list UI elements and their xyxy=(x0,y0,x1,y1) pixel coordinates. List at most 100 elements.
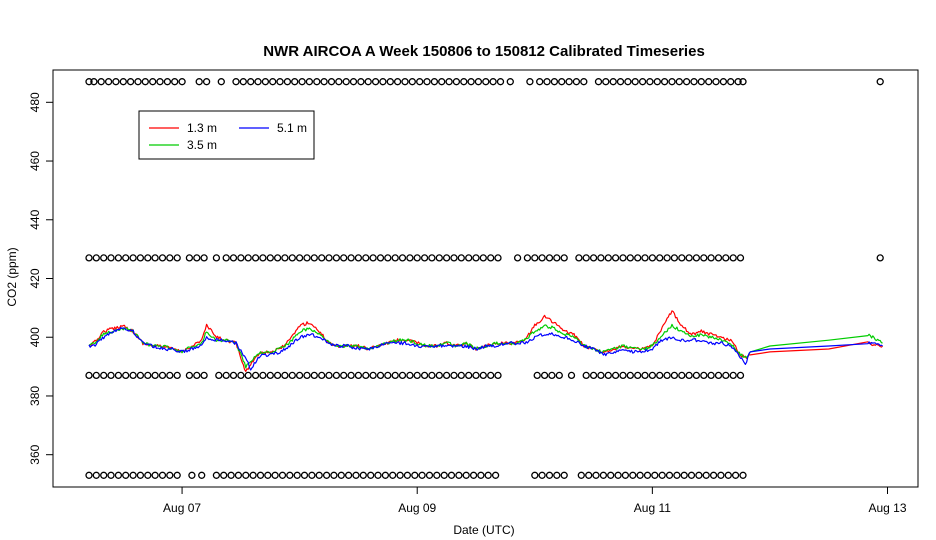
calibration-point xyxy=(634,254,642,262)
calibration-point xyxy=(629,471,637,479)
calibration-point xyxy=(585,471,593,479)
calibration-point xyxy=(171,78,179,86)
calibration-point xyxy=(158,254,167,262)
calibration-point xyxy=(92,254,100,262)
calibration-point xyxy=(641,254,649,262)
calibration-point xyxy=(249,471,257,479)
calibration-point xyxy=(474,78,483,86)
calibration-point xyxy=(411,471,419,479)
y-tick-label: 420 xyxy=(28,268,42,288)
plot-area xyxy=(52,69,919,488)
calibration-point xyxy=(325,254,333,262)
calibration-point xyxy=(558,78,566,86)
calibration-point xyxy=(320,78,328,86)
calibration-point xyxy=(144,471,152,479)
calibration-point xyxy=(178,78,186,86)
calibration-point xyxy=(340,371,348,380)
calibration-point xyxy=(332,254,341,262)
calibration-point xyxy=(259,371,267,380)
x-tick-label: Aug 11 xyxy=(634,501,671,515)
calibration-point xyxy=(631,78,639,86)
calibration-point xyxy=(709,471,718,479)
calibration-point xyxy=(144,254,152,262)
calibration-point xyxy=(523,254,532,262)
calibration-point xyxy=(300,471,309,479)
calibration-point xyxy=(347,254,355,262)
calibration-point xyxy=(626,254,634,262)
calibration-point xyxy=(401,78,409,86)
calibration-point xyxy=(680,471,688,479)
calibration-point xyxy=(352,471,360,479)
calibration-point xyxy=(222,371,230,380)
calibration-point xyxy=(413,371,421,380)
calibration-point xyxy=(136,371,145,380)
calibration-point xyxy=(646,78,654,86)
calibration-point xyxy=(136,471,145,479)
calibration-point xyxy=(724,471,732,479)
calibration-point xyxy=(423,78,431,86)
calibration-point xyxy=(251,371,260,380)
calibration-point xyxy=(665,471,674,479)
calibration-point xyxy=(736,371,745,380)
calibration-point xyxy=(107,254,115,262)
x-tick-label: Aug 13 xyxy=(868,501,906,515)
y-tick-label: 360 xyxy=(28,444,42,464)
calibration-point xyxy=(597,371,605,380)
calibration-point xyxy=(259,254,267,262)
calibration-point xyxy=(85,371,93,380)
calibration-point xyxy=(707,254,715,262)
calibration-point xyxy=(369,371,377,380)
calibration-point xyxy=(687,471,696,479)
calibration-point xyxy=(330,471,338,479)
legend-label: 3.5 m xyxy=(187,138,217,152)
calibration-point xyxy=(418,471,426,479)
calibration-point xyxy=(281,371,289,380)
calibration-point xyxy=(114,254,123,262)
calibration-point xyxy=(450,254,458,262)
calibration-point xyxy=(589,254,598,262)
calibration-point xyxy=(739,471,747,479)
calibration-point xyxy=(318,254,326,262)
calibration-point xyxy=(636,471,644,479)
calibration-point xyxy=(705,78,713,86)
calibration-point xyxy=(692,371,701,380)
calibration-point xyxy=(198,471,206,479)
calibration-point xyxy=(594,78,603,86)
calibration-point xyxy=(430,78,439,86)
calibration-point xyxy=(298,78,306,86)
calibration-point xyxy=(166,471,174,479)
calibration-point xyxy=(215,371,223,380)
calibration-point xyxy=(129,371,137,380)
calibration-point xyxy=(673,471,681,479)
calibration-point xyxy=(85,471,93,479)
calibration-point xyxy=(406,254,414,262)
calibration-point xyxy=(469,471,478,479)
calibration-point xyxy=(656,371,664,380)
calibration-point xyxy=(200,371,208,380)
calibration-point xyxy=(406,371,414,380)
calibration-point xyxy=(682,78,691,86)
calibration-point xyxy=(371,78,380,86)
calibration-point xyxy=(229,371,238,380)
calibration-point xyxy=(876,78,884,86)
calibration-point xyxy=(107,471,115,479)
calibration-point xyxy=(651,471,659,479)
calibration-point xyxy=(719,78,728,86)
calibration-point xyxy=(222,254,230,262)
calibration-point xyxy=(362,371,370,380)
calibration-point xyxy=(92,471,100,479)
calibration-point xyxy=(100,254,108,262)
calibration-point xyxy=(129,254,137,262)
calibration-point xyxy=(484,471,492,479)
calibration-point xyxy=(247,78,255,86)
calibration-point xyxy=(112,78,120,86)
calibration-point xyxy=(447,471,456,479)
calibration-point xyxy=(295,254,304,262)
calibration-point xyxy=(575,254,583,262)
calibration-point xyxy=(303,371,311,380)
y-axis-label: CO2 (ppm) xyxy=(5,247,19,306)
calibration-point xyxy=(264,471,272,479)
calibration-point xyxy=(731,471,740,479)
calibration-point xyxy=(193,371,201,380)
